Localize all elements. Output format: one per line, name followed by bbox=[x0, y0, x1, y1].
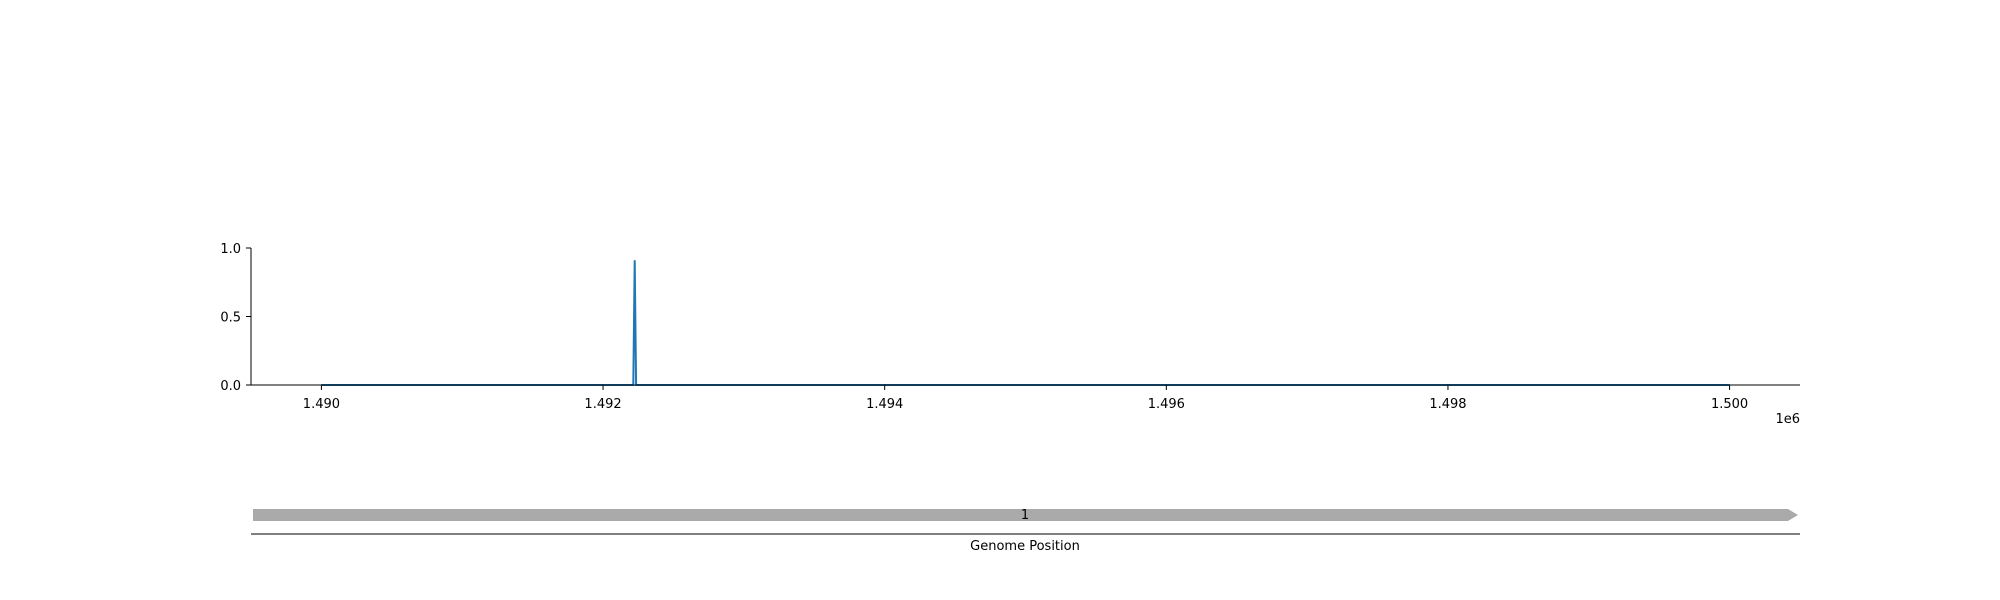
signal-series-line bbox=[321, 260, 1730, 386]
feature-label: 1 bbox=[1021, 508, 1029, 523]
x-tick-label: 1.490 bbox=[303, 397, 340, 412]
gene-track-axes: 1 Genome Position bbox=[251, 508, 1800, 554]
x-tick-label: 1.498 bbox=[1429, 397, 1466, 412]
y-tick-label: 0.0 bbox=[220, 379, 241, 394]
x-axis-label: Genome Position bbox=[970, 539, 1080, 554]
x-tick-label: 1.500 bbox=[1711, 397, 1748, 412]
y-tick-label: 1.0 bbox=[220, 242, 241, 257]
x-tick-label: 1.494 bbox=[866, 397, 903, 412]
x-ticks: 1.490 1.492 1.494 1.496 1.498 1.500 bbox=[303, 385, 1748, 412]
y-tick-label: 0.5 bbox=[220, 311, 241, 326]
feature-arrow bbox=[253, 509, 1798, 521]
x-tick-label: 1.496 bbox=[1148, 397, 1185, 412]
y-ticks: 0.0 0.5 1.0 bbox=[220, 242, 251, 394]
x-offset-label: 1e6 bbox=[1775, 412, 1800, 427]
x-tick-label: 1.492 bbox=[584, 397, 621, 412]
signal-line-layer bbox=[321, 260, 1730, 386]
signal-axes: 0.0 0.5 1.0 1.490 1.492 1.494 1.496 1.498 1.500… bbox=[220, 242, 1800, 427]
